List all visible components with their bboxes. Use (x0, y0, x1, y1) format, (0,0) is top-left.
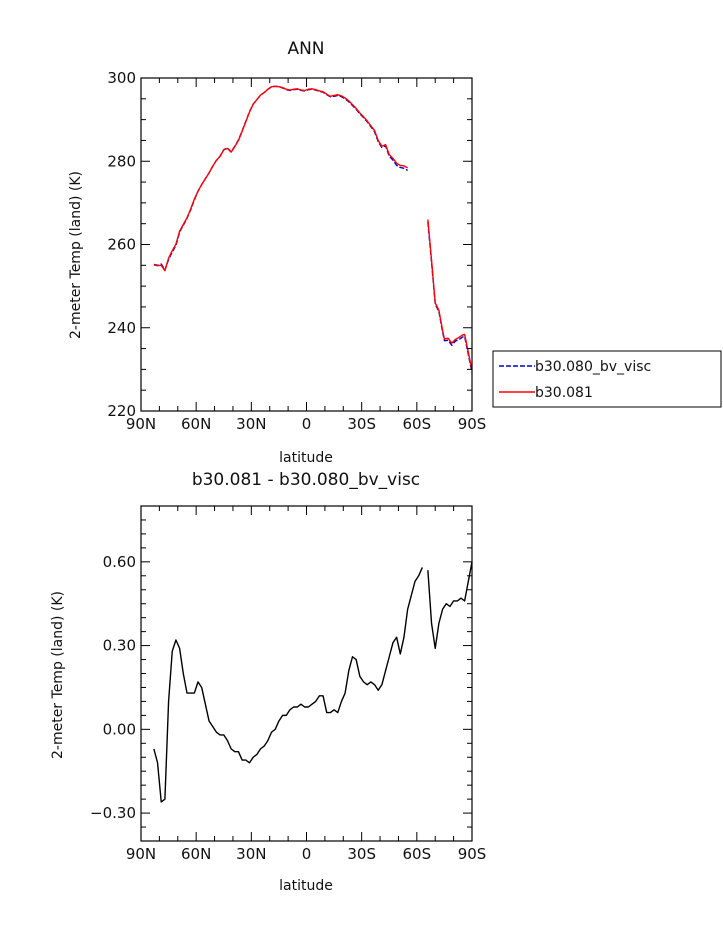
series-line-b30-081-segment-2 (427, 219, 473, 370)
series-line-b30-081-segment-1 (153, 85, 408, 272)
y-tick-label: 280 (107, 152, 136, 170)
x-tick-label: 30S (347, 845, 376, 863)
chart-panel-annual-temperature: ANN latitude 2-meter Temp (land) (K) 90N… (68, 39, 722, 466)
x-axis-label: latitude (279, 450, 333, 466)
x-tick-label: 60N (181, 415, 211, 433)
y-tick-label: 0.30 (103, 637, 136, 655)
plot-frame (140, 505, 473, 842)
y-axis-label: 2-meter Temp (land) (K) (68, 171, 84, 339)
x-axis-label: latitude (279, 878, 333, 894)
y-tick-label: 300 (107, 69, 136, 87)
series-line-difference-segment-1 (153, 567, 423, 803)
y-tick-label: 260 (107, 236, 136, 254)
x-tick-label: 90S (458, 415, 487, 433)
x-tick-label: 60S (403, 415, 432, 433)
series-line-difference-segment-2 (427, 561, 473, 650)
chart-title: b30.081 - b30.080_bv_visc (192, 470, 420, 490)
x-tick-label: 60S (403, 845, 432, 863)
chart-panel-difference: b30.081 - b30.080_bv_visc latitude 2-met… (50, 470, 486, 894)
y-tick-label: 220 (107, 402, 136, 420)
x-tick-label: 90N (126, 845, 156, 863)
x-tick-label: 30N (236, 415, 266, 433)
x-tick-label: 0 (302, 415, 312, 433)
series-line-b30-080-bv-visc-segment-1 (153, 85, 408, 271)
y-tick-label: 240 (107, 319, 136, 337)
legend-frame (492, 350, 722, 408)
x-tick-label: 30N (236, 845, 266, 863)
x-tick-label: 0 (302, 845, 312, 863)
x-tick-label: 90S (458, 845, 487, 863)
legend-entry-label: b30.080_bv_visc (535, 359, 651, 375)
legend: b30.080_bv_visc b30.081 (492, 350, 722, 408)
y-tick-label: 0.00 (103, 720, 136, 738)
plot-frame (140, 77, 473, 412)
legend-entry-label: b30.081 (535, 385, 593, 401)
chart-title: ANN (287, 39, 324, 59)
x-tick-label: 60N (181, 845, 211, 863)
x-tick-label: 90N (126, 415, 156, 433)
y-tick-label: 0.60 (103, 553, 136, 571)
x-tick-label: 30S (347, 415, 376, 433)
y-axis-label: 2-meter Temp (land) (K) (50, 591, 66, 759)
y-tick-label: −0.30 (90, 804, 136, 822)
